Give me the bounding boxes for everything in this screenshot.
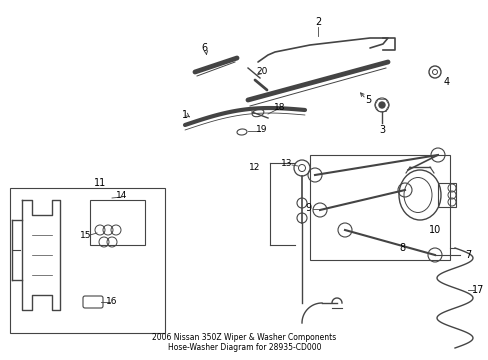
- Text: 3: 3: [378, 125, 384, 135]
- Bar: [309, 155, 449, 260]
- Text: 13: 13: [281, 158, 292, 167]
- Text: 17: 17: [471, 285, 483, 295]
- Text: 9: 9: [305, 203, 310, 213]
- Text: 15: 15: [80, 230, 92, 239]
- Text: 2006 Nissan 350Z Wiper & Washer Components
Hose-Washer Diagram for 28935-CD000: 2006 Nissan 350Z Wiper & Washer Componen…: [152, 333, 336, 352]
- Text: 12: 12: [249, 163, 260, 172]
- Text: 11: 11: [94, 178, 106, 188]
- Text: 10: 10: [428, 225, 440, 235]
- Text: 18: 18: [274, 104, 285, 112]
- Text: 6: 6: [201, 43, 206, 53]
- Text: 7: 7: [464, 250, 470, 260]
- Text: 8: 8: [398, 243, 404, 253]
- Text: 19: 19: [256, 126, 267, 135]
- Bar: [10, 188, 164, 333]
- Text: 2: 2: [314, 17, 321, 27]
- Text: 16: 16: [106, 297, 118, 306]
- Text: 14: 14: [116, 190, 127, 199]
- Text: 4: 4: [443, 77, 449, 87]
- Circle shape: [378, 102, 384, 108]
- Text: 1: 1: [182, 110, 188, 120]
- Text: 5: 5: [364, 95, 370, 105]
- Bar: [437, 183, 455, 207]
- Bar: [90, 200, 145, 245]
- Text: 20: 20: [256, 68, 267, 77]
